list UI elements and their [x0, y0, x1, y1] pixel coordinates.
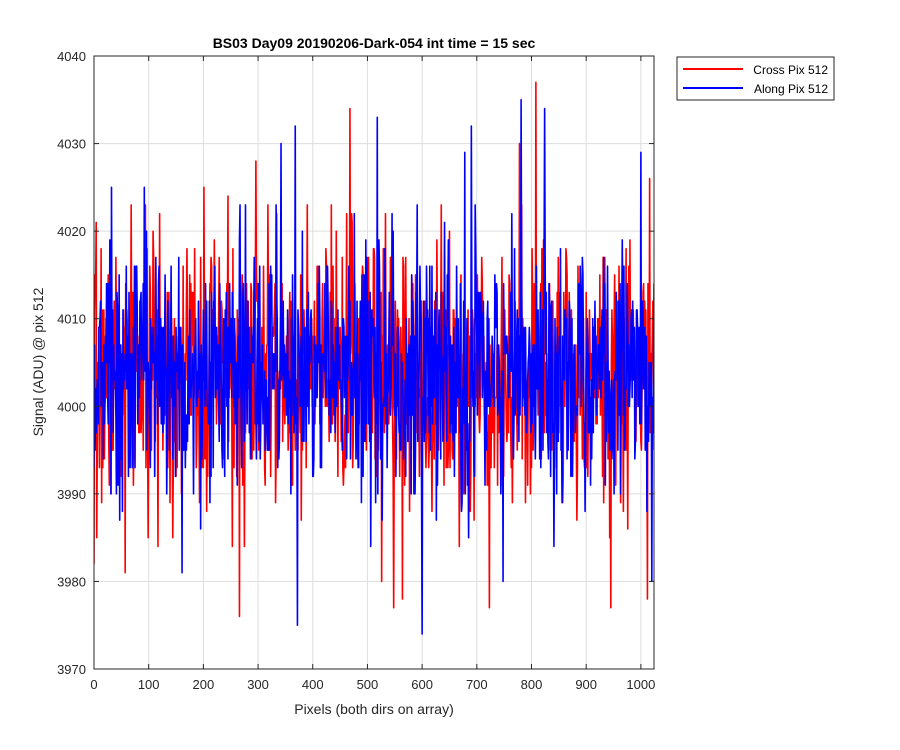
legend-label-along: Along Pix 512	[754, 82, 828, 96]
y-axis-label: Signal (ADU) @ pix 512	[30, 287, 46, 436]
series-layer	[94, 81, 654, 635]
x-tick-label: 1000	[626, 677, 655, 692]
axis-ticks: 0 100 200 300 400 500 600 700 800 900 1000 3970 3980…	[57, 49, 655, 692]
x-tick-label: 600	[411, 677, 433, 692]
y-tick-label: 4020	[57, 224, 86, 239]
y-tick-label: 3990	[57, 487, 86, 502]
x-tick-label: 100	[138, 677, 160, 692]
x-tick-label: 700	[466, 677, 488, 692]
x-tick-label: 300	[247, 677, 269, 692]
legend: Cross Pix 512 Along Pix 512	[676, 56, 835, 101]
y-tick-label: 4000	[57, 399, 86, 414]
x-tick-label: 500	[357, 677, 379, 692]
x-tick-label: 200	[193, 677, 215, 692]
axes-box	[93, 55, 655, 670]
x-tick-label: 900	[575, 677, 597, 692]
legend-box	[676, 56, 835, 101]
x-axis-label: Pixels (both dirs on array)	[294, 701, 454, 717]
x-tick-label: 800	[521, 677, 543, 692]
x-tick-label: 0	[90, 677, 97, 692]
chart-title: BS03 Day09 20190206-Dark-054 int time = …	[213, 35, 536, 51]
legend-label-cross: Cross Pix 512	[753, 63, 828, 77]
y-tick-label: 4010	[57, 312, 86, 327]
y-tick-label: 3970	[57, 662, 86, 677]
series-line-along-pix-512	[94, 98, 654, 635]
y-tick-label: 4030	[57, 137, 86, 152]
y-tick-label: 3980	[57, 574, 86, 589]
y-tick-label: 4040	[57, 49, 86, 64]
x-tick-label: 400	[302, 677, 324, 692]
